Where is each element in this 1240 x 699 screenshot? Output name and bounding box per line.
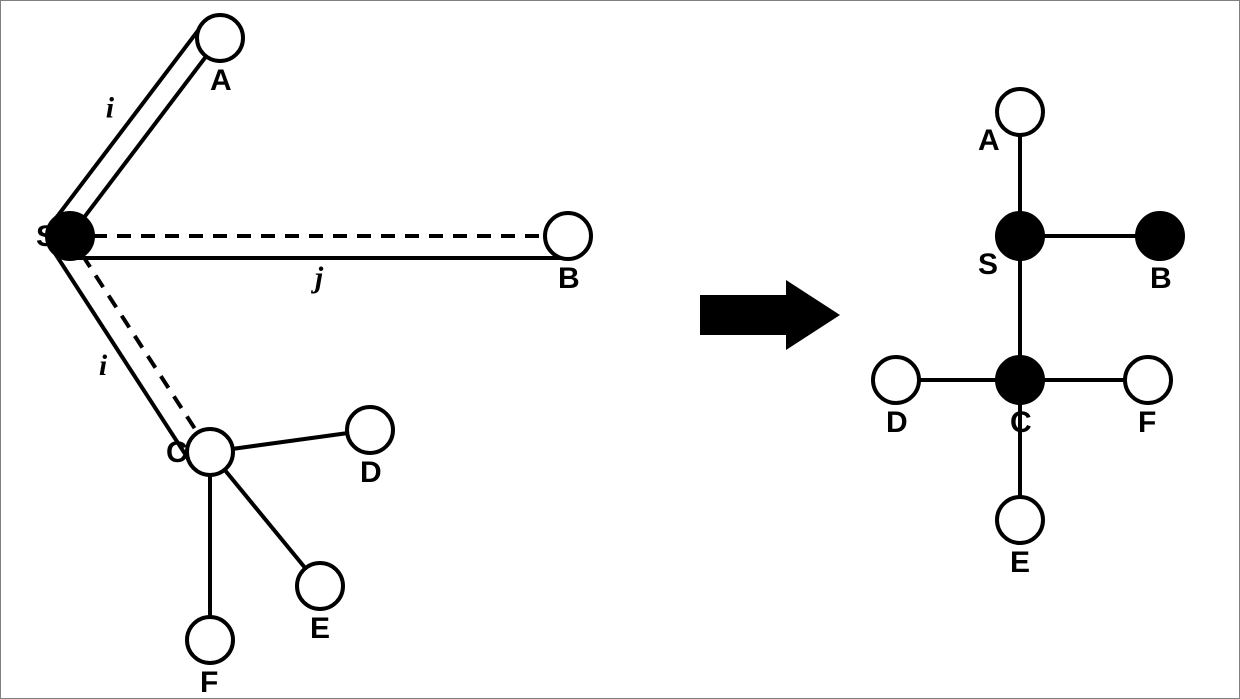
node: [347, 407, 393, 453]
bracket-bar: [52, 25, 202, 223]
node-label: E: [1010, 546, 1030, 579]
node-label: B: [558, 262, 580, 295]
node: [197, 15, 243, 61]
node-label: B: [1150, 262, 1172, 295]
node: [1125, 357, 1171, 403]
node-label: F: [1138, 406, 1156, 439]
node: [997, 497, 1043, 543]
edge: [83, 255, 198, 432]
node: [997, 213, 1043, 259]
node-label: S: [36, 220, 56, 253]
bracket-bar: [52, 248, 192, 464]
node-label: F: [200, 666, 218, 699]
node-label: D: [886, 406, 908, 439]
node: [297, 563, 343, 609]
edge: [84, 56, 206, 217]
node: [545, 213, 591, 259]
node-label: C: [166, 436, 188, 469]
node-label: A: [210, 64, 232, 97]
node-label: E: [310, 612, 330, 645]
node: [997, 89, 1043, 135]
edge: [225, 470, 306, 568]
node: [187, 429, 233, 475]
bracket-label: i: [99, 349, 108, 382]
node: [1137, 213, 1183, 259]
node: [187, 617, 233, 663]
bracket-label: j: [311, 261, 324, 294]
frame: [1, 1, 1240, 699]
node-label: S: [978, 248, 998, 281]
node-label: A: [978, 124, 1000, 157]
node-label: D: [360, 456, 382, 489]
node-label: C: [1010, 406, 1032, 439]
arrow-icon: [700, 280, 840, 350]
bracket-label: i: [106, 91, 115, 124]
node: [997, 357, 1043, 403]
edge: [233, 433, 347, 449]
diagram-canvas: i j i S A B C D E F A S B C D F E: [0, 0, 1240, 699]
node: [873, 357, 919, 403]
